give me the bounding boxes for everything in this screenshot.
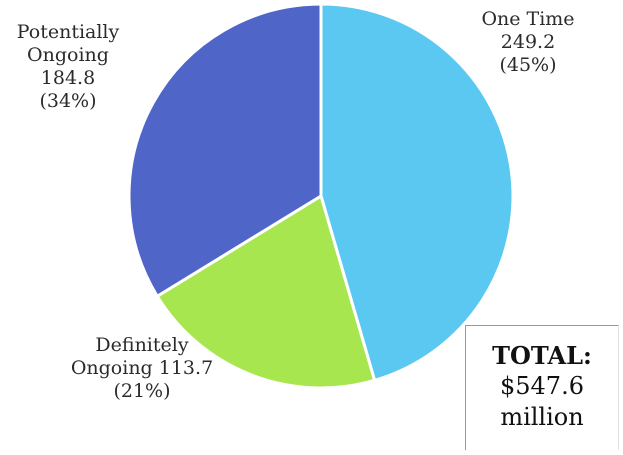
total-unit: million <box>500 403 584 431</box>
label-one-time-name: One Time <box>481 8 575 30</box>
total-amount: $547.6 <box>500 372 584 400</box>
label-potentially-name-1: Potentially <box>16 21 120 43</box>
pie-slice-definitely-ongoing <box>155 194 377 390</box>
label-definitely-ongoing: Definitely Ongoing 113.7 (21%) <box>62 334 222 403</box>
total-title: TOTAL: <box>492 341 592 370</box>
label-potentially-name-2: Ongoing <box>27 44 109 66</box>
label-definitely-percent: (21%) <box>113 380 171 402</box>
label-definitely-name-1: Definitely <box>95 334 189 356</box>
pie-slices <box>127 2 515 390</box>
pie-slice-potentially-ongoing <box>127 2 323 298</box>
label-potentially-value: 184.8 <box>40 67 96 89</box>
total-box: TOTAL: $547.6 million <box>465 325 619 450</box>
label-one-time-percent: (45%) <box>499 54 557 76</box>
label-definitely-name-value: Ongoing 113.7 <box>70 357 214 379</box>
label-one-time: One Time 249.2 (45%) <box>468 8 588 77</box>
label-potentially-ongoing: Potentially Ongoing 184.8 (34%) <box>4 21 132 113</box>
label-potentially-percent: (34%) <box>39 90 97 112</box>
label-one-time-value: 249.2 <box>500 31 556 53</box>
pie-slice-one-time <box>319 2 515 382</box>
